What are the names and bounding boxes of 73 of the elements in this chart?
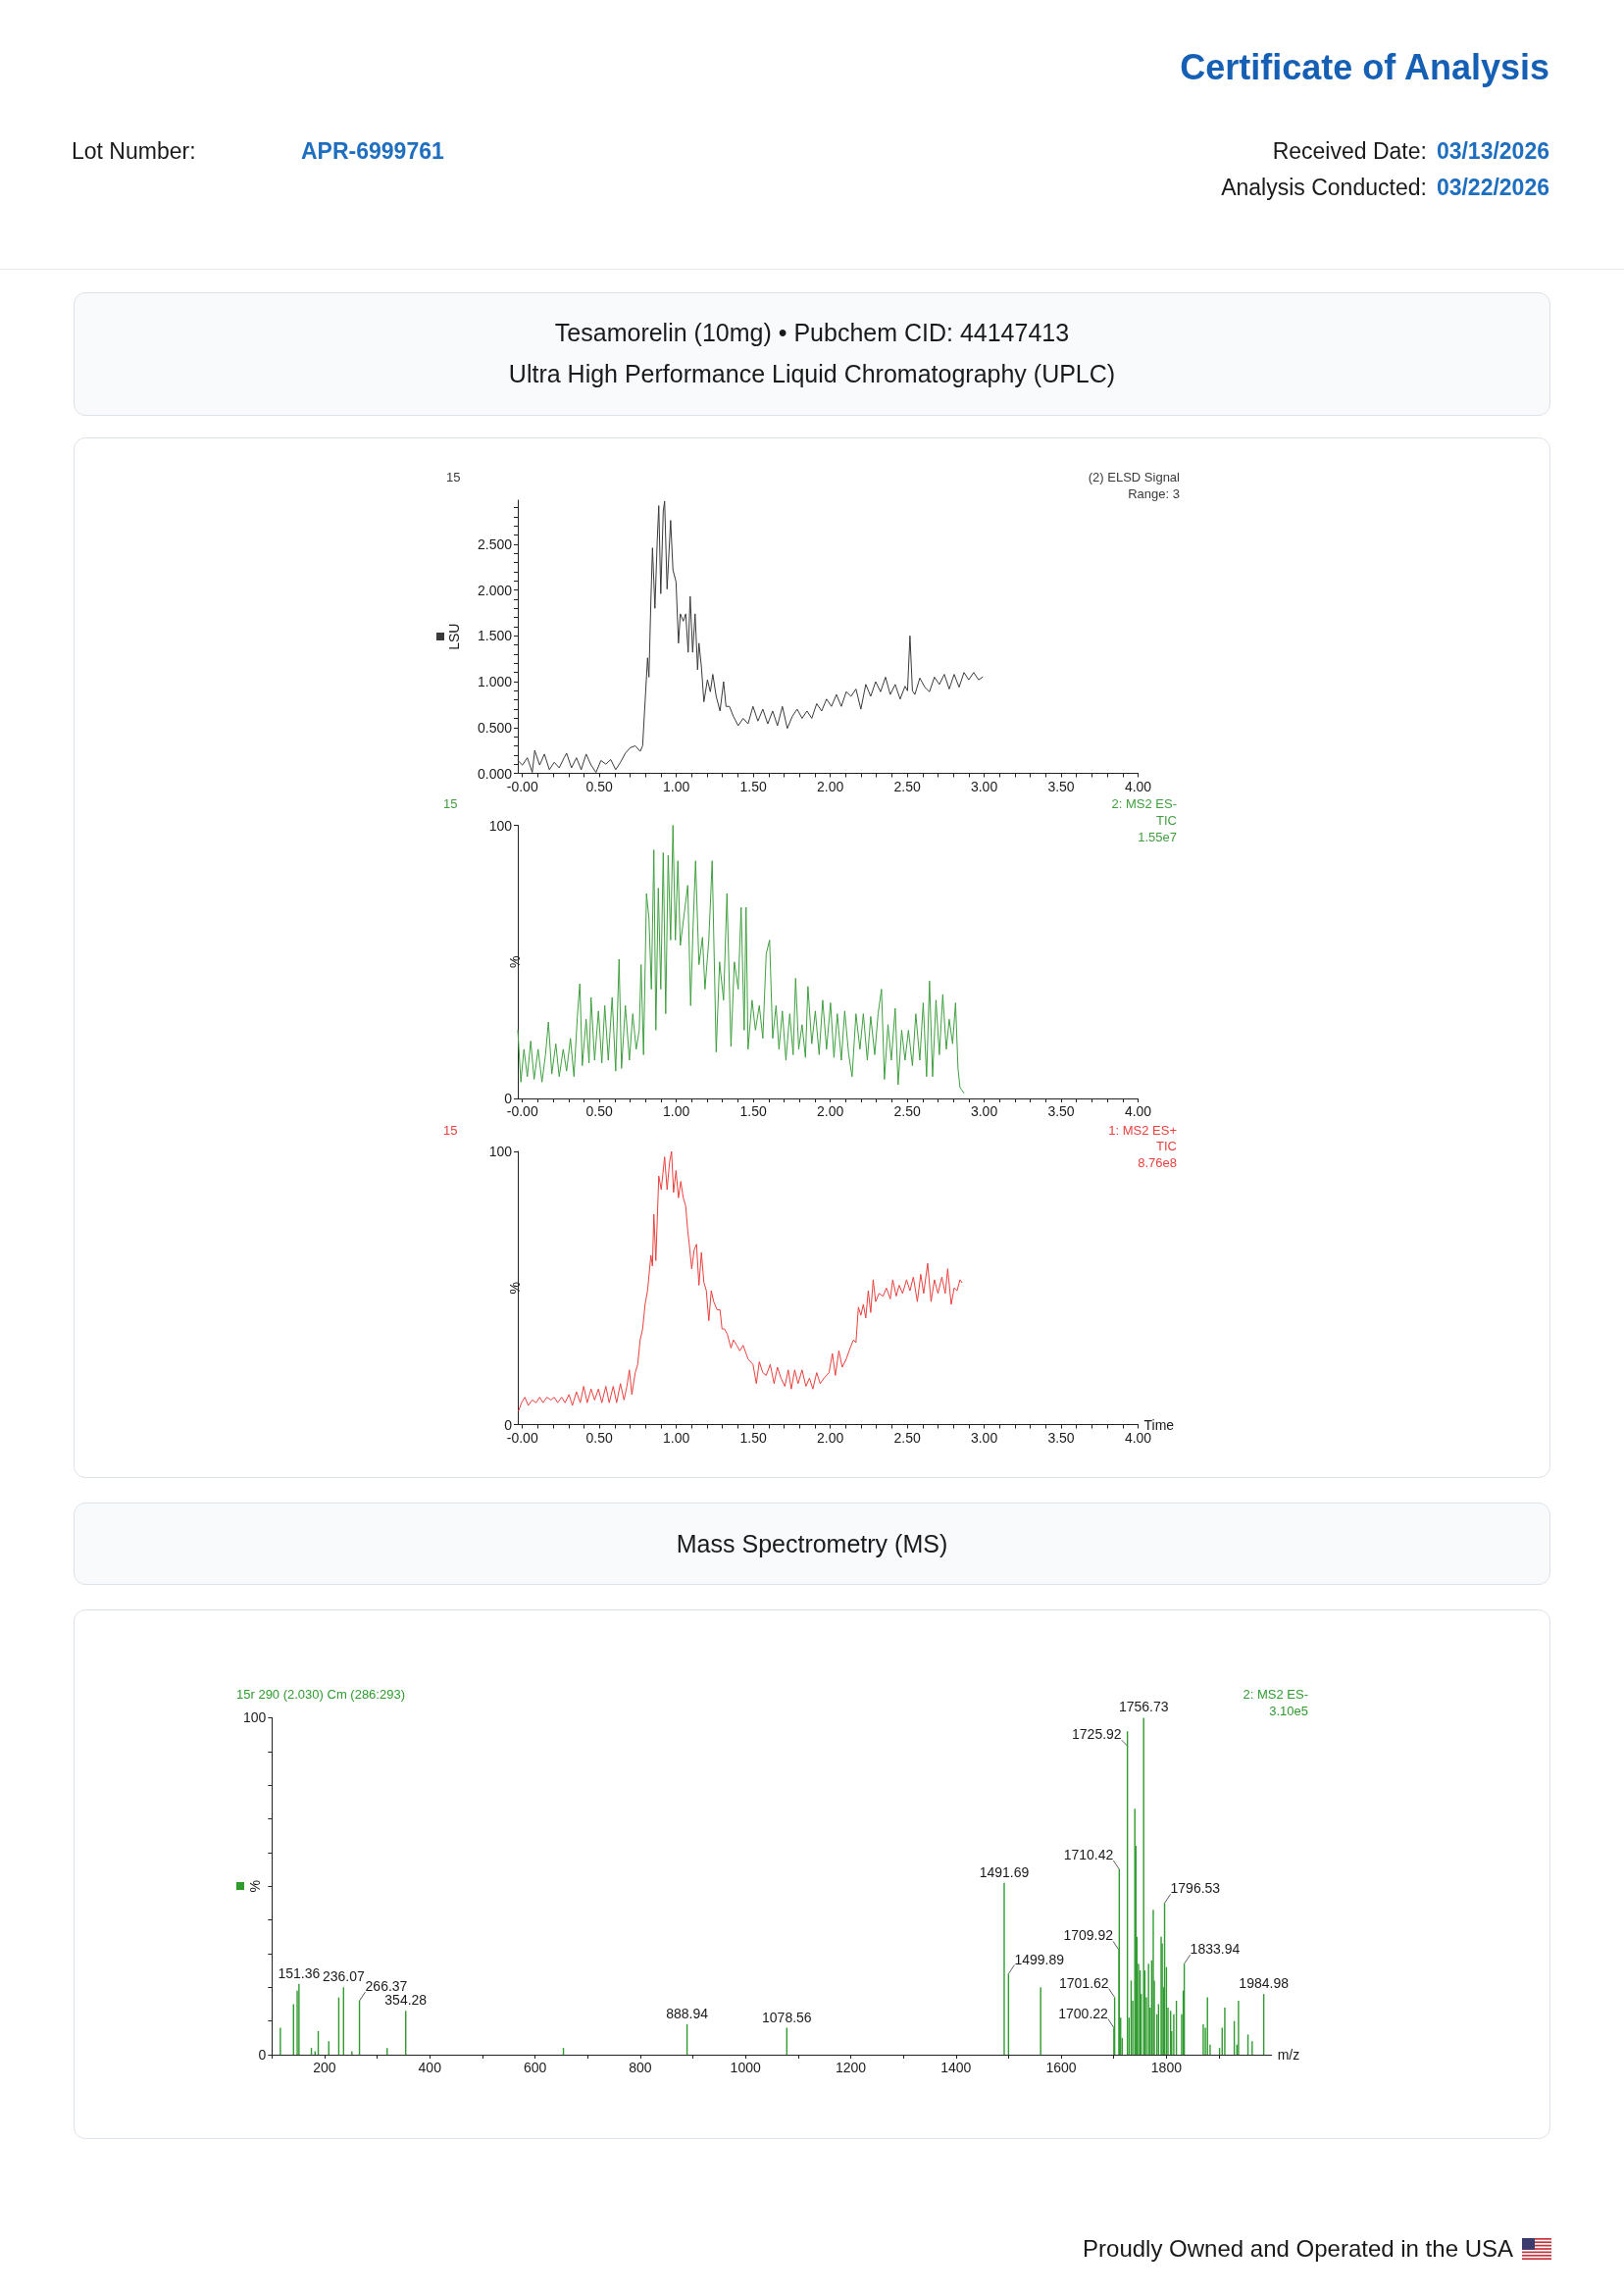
y-tick-label: 0 — [258, 2047, 267, 2063]
x-tick-label: 2.50 — [893, 1429, 921, 1446]
chart-subtitle: Ultra High Performance Liquid Chromatography (UPLC) — [507, 359, 1117, 388]
annotation: Range: 3 — [1128, 485, 1180, 501]
y-tick-label: 2.500 — [477, 535, 513, 552]
x-tick-label: 1.00 — [663, 1429, 690, 1446]
annotation: 1700.22 — [1058, 2005, 1109, 2021]
x-tick-label: 200 — [313, 2060, 336, 2075]
annotation: 151.36 — [278, 1964, 321, 1981]
annotation: 1756.73 — [1118, 1699, 1169, 1715]
text: TIC — [1156, 1139, 1177, 1153]
text: (2) ELSD Signal — [1088, 469, 1181, 484]
x-tick-label: 3.00 — [970, 1429, 998, 1446]
x-tick-label: 1000 — [730, 2060, 761, 2075]
text: 03/22/2026 — [1436, 174, 1549, 202]
annotation: 888.94 — [666, 2006, 709, 2022]
x-tick-label: 1600 — [1045, 2060, 1077, 2075]
annotation: 1701.62 — [1059, 1974, 1109, 1991]
x-tick-label: 1.00 — [663, 778, 690, 794]
x-tick-label: 400 — [418, 2060, 442, 2075]
text: Analysis Conducted: — [1221, 174, 1427, 202]
x-tick-label: 600 — [523, 2060, 547, 2075]
text: 2: MS2 ES- — [1243, 1686, 1308, 1702]
annotation: 1499.89 — [1014, 1951, 1065, 1967]
x-tick-label: 0.50 — [585, 1429, 614, 1446]
x-tick-label: 1400 — [940, 2060, 972, 2075]
text: 1: MS2 ES+ — [1108, 1122, 1177, 1138]
y-axis-title: LSU — [446, 623, 462, 650]
annotation: 1491.69 — [979, 1863, 1030, 1880]
x-tick-label: 4.00 — [1124, 778, 1152, 794]
text: 15r 290 (2.030) Cm (286:293) — [236, 1686, 405, 1702]
y-tick-label: 2.000 — [477, 582, 513, 598]
x-tick-label: 3.50 — [1047, 778, 1075, 794]
text: 03/13/2026 — [1436, 137, 1549, 166]
annotation: 266.37 — [365, 1978, 408, 1995]
y-tick-label: 100 — [242, 1709, 267, 1726]
annotation: 1725.92 — [1072, 1726, 1122, 1743]
y-axis-title: % — [247, 1879, 264, 1893]
x-tick-label: 3.00 — [970, 778, 998, 794]
y-tick-label: 0.500 — [477, 719, 513, 736]
chart-title: Tesamorelin (10mg) • Pubchem CID: 44147413 — [553, 318, 1071, 347]
text: Received Date: — [1272, 137, 1427, 166]
y-tick-label: 1.000 — [477, 674, 513, 690]
annotation: 236.07 — [322, 1968, 365, 1985]
x-tick-label: 1200 — [835, 2060, 867, 2075]
annotation: 1796.53 — [1170, 1880, 1221, 1897]
x-tick-label: 3.50 — [1047, 1429, 1075, 1446]
x-tick-label: 1.50 — [739, 1429, 767, 1446]
y-tick-label: 1.500 — [477, 628, 513, 644]
annotation: 8.76e8 — [1138, 1154, 1177, 1170]
annotation: 354.28 — [384, 1992, 428, 2009]
annotation: 1984.98 — [1239, 1975, 1290, 1992]
x-tick-label: 800 — [629, 2060, 652, 2075]
x-tick-label: 2.00 — [816, 1429, 844, 1446]
text: Proudly Owned and Operated in the USA — [1083, 2234, 1513, 2264]
annotation: 1710.42 — [1063, 1847, 1114, 1863]
y-tick-label: 100 — [488, 1144, 513, 1159]
x-tick-label: 2.00 — [816, 778, 844, 794]
annotation: 1709.92 — [1063, 1927, 1114, 1944]
text: 15 — [443, 1122, 458, 1138]
x-tick-label: 0.50 — [585, 778, 614, 794]
text: Certificate of Analysis — [1180, 46, 1549, 89]
x-tick-label: 2.50 — [893, 778, 921, 794]
x-axis-title: m/z — [1277, 2047, 1300, 2063]
annotation: 1833.94 — [1190, 1941, 1241, 1958]
text: APR-6999761 — [301, 137, 444, 166]
annotation: 1078.56 — [762, 2009, 812, 2025]
text: 15 — [446, 469, 461, 484]
annotation: 3.10e5 — [1269, 1703, 1308, 1718]
chart-title: Mass Spectrometry (MS) — [675, 1528, 949, 1558]
text: Lot Number: — [72, 137, 196, 166]
x-tick-label: 1800 — [1150, 2060, 1183, 2075]
x-tick-label: 1.50 — [739, 778, 767, 794]
